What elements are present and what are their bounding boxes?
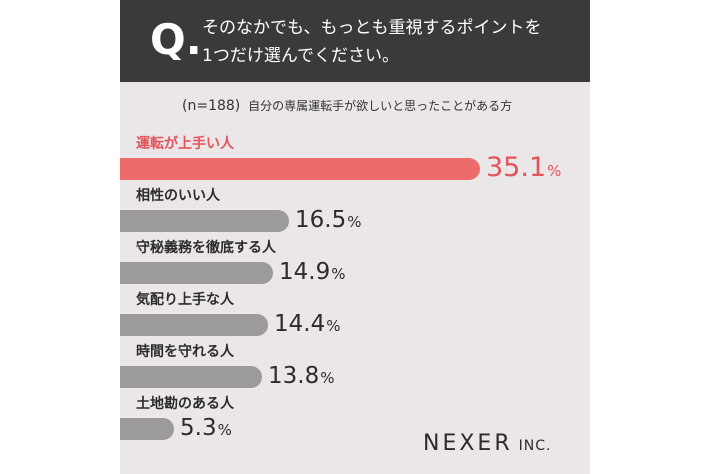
question-mark: Q. [150,15,202,64]
bar [120,314,268,336]
value-label: 13.8% [268,363,334,391]
question-line-2: 1つだけ選んでください。 [202,46,399,66]
bar [120,262,273,284]
value-label: 14.4% [274,311,340,339]
value-unit: % [547,162,562,180]
value-unit: % [326,317,341,335]
value-unit: % [217,421,232,439]
value-label: 35.1% [486,152,562,184]
category-label: 運転が上手い人 [136,136,234,152]
value-number: 13.8 [268,363,320,389]
nexer-logo: NEXER INC. [423,431,551,456]
sample-info: (n=188) 自分の専属運転手が欲しいと思ったことがある方 [182,97,512,114]
bar [120,210,289,232]
bar-chart: 運転が上手い人 35.1% 相性のいい人 16.5% 守秘義務を徹底する人 14.9% 気配… [120,0,590,474]
category-label: 守秘義務を徹底する人 [136,240,276,256]
value-number: 35.1 [486,152,547,183]
sample-description: 自分の専属運転手が欲しいと思ったことがある方 [248,99,513,113]
value-unit: % [320,369,335,387]
bar [120,366,262,388]
category-label: 気配り上手な人 [136,292,234,308]
sample-size: (n=188) [182,98,241,114]
value-number: 14.9 [279,259,331,285]
value-label: 16.5% [295,207,361,235]
value-label: 5.3% [180,415,232,443]
logo-name: NEXER [423,431,513,456]
question-header: Q. そのなかでも、もっとも重視するポイントを 1つだけ選んでください。 [120,0,590,82]
question-text: そのなかでも、もっとも重視するポイントを 1つだけ選んでください。 [202,14,582,70]
category-label: 土地勘のある人 [136,396,234,412]
category-label: 相性のいい人 [136,188,220,204]
value-label: 14.9% [279,259,345,287]
bar [120,418,174,440]
value-unit: % [331,265,346,283]
infographic-card: Q. そのなかでも、もっとも重視するポイントを 1つだけ選んでください。 (n=… [120,0,590,474]
value-number: 14.4 [274,311,326,337]
value-number: 5.3 [180,415,217,441]
question-line-1: そのなかでも、もっとも重視するポイントを [202,18,542,38]
value-number: 16.5 [295,207,347,233]
category-label: 時間を守れる人 [136,344,234,360]
logo-suffix: INC. [518,438,552,454]
value-unit: % [347,213,362,231]
bar [120,158,480,180]
